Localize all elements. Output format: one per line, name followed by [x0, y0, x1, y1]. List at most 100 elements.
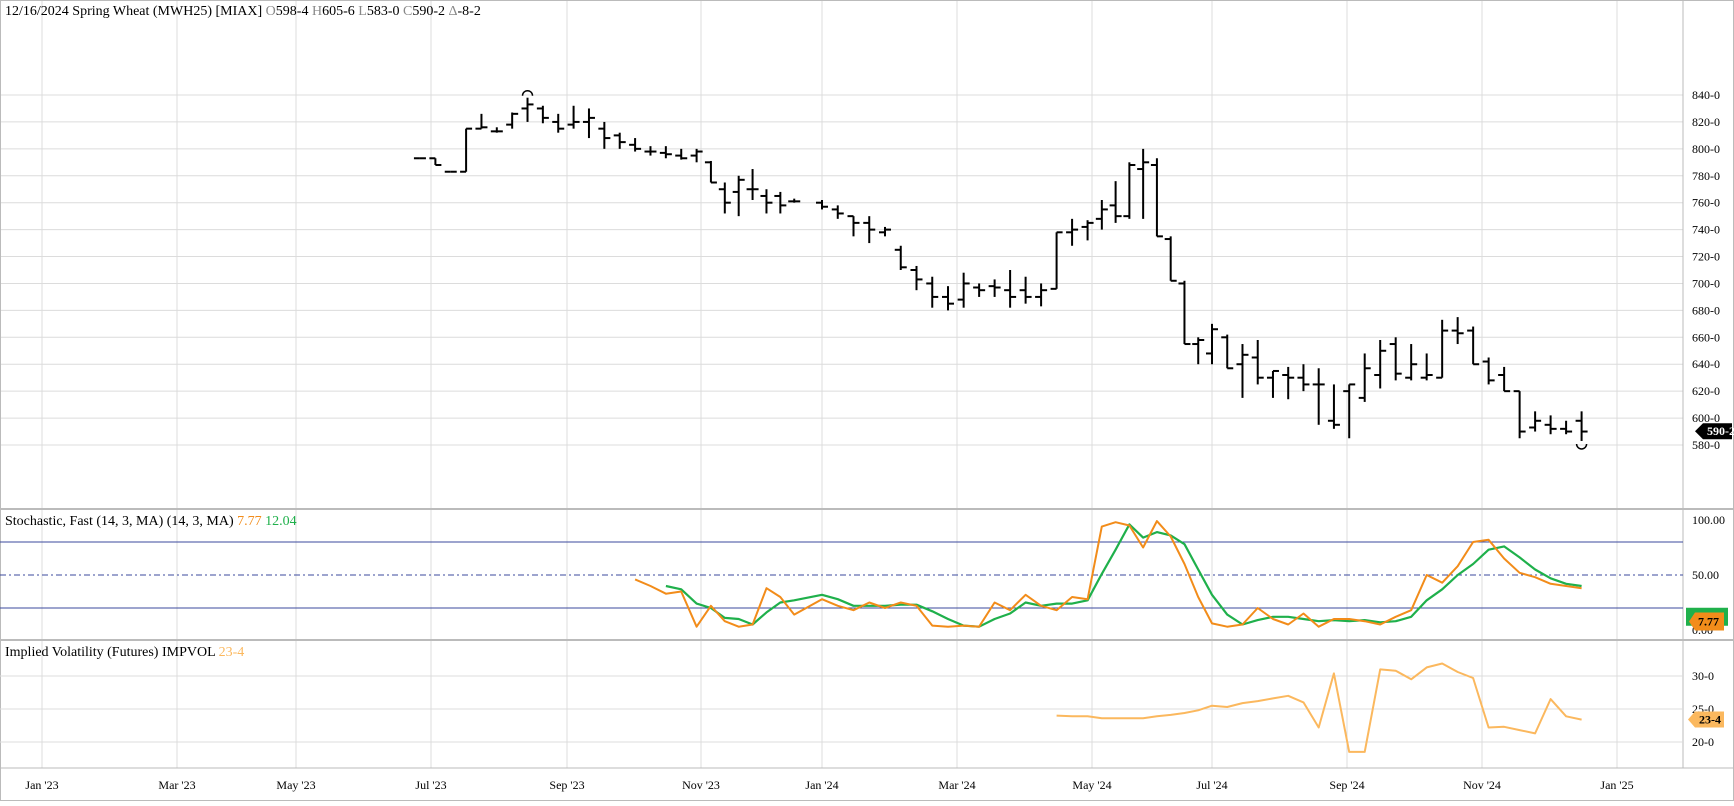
price-bar — [973, 283, 986, 297]
price-bar — [659, 146, 672, 159]
price-bar — [1206, 323, 1218, 365]
price-bar — [644, 146, 657, 156]
price-bar — [1137, 148, 1150, 219]
price-tick-label: 840-0 — [1692, 88, 1720, 102]
price-bar — [1282, 366, 1295, 400]
header-open-label: O — [265, 4, 276, 19]
header-high: 605-6 — [322, 4, 355, 19]
price-bar — [1019, 276, 1032, 304]
price-bar — [1343, 383, 1356, 439]
price-bar — [1123, 162, 1136, 219]
price-bar — [1467, 326, 1480, 366]
x-tick-label: Sep '23 — [549, 778, 584, 792]
price-bar — [582, 108, 595, 139]
price-bar — [1544, 415, 1557, 435]
x-tick-label: Mar '24 — [938, 778, 975, 792]
price-bar — [1081, 220, 1094, 241]
price-tick-label: 620-0 — [1692, 384, 1720, 398]
price-bar — [863, 216, 876, 244]
price-bar — [760, 189, 773, 214]
header-change: -8-2 — [457, 4, 481, 19]
price-bar — [1498, 366, 1511, 393]
iv-code: IMPVOL — [161, 645, 216, 660]
stochastic-d-value: 12.04 — [265, 514, 297, 529]
x-tick-label: Jan '25 — [1600, 778, 1633, 792]
price-tick-label: 780-0 — [1692, 169, 1720, 183]
price-bar — [1150, 158, 1163, 238]
price-bar — [1312, 368, 1325, 425]
price-bar — [718, 182, 731, 214]
price-bar — [1420, 353, 1433, 381]
last-price-tag — [1695, 423, 1732, 440]
iv-tick-label: 30-0 — [1692, 669, 1714, 683]
iv-header: Implied Volatility (Futures) IMPVOL 23-4 — [5, 645, 244, 661]
x-tick-label: Nov '24 — [1463, 778, 1501, 792]
price-bar — [926, 276, 939, 308]
price-bar — [675, 148, 688, 160]
price-bar — [613, 132, 626, 149]
price-bar — [629, 138, 642, 152]
price-tick-label: 820-0 — [1692, 115, 1720, 129]
header-change-label: Δ — [448, 4, 458, 19]
price-bar — [490, 127, 503, 133]
x-tick-label: May '24 — [1072, 778, 1111, 792]
x-tick-label: Jul '24 — [1196, 778, 1227, 792]
price-bar — [1297, 364, 1310, 392]
price-tick-label: 800-0 — [1692, 142, 1720, 156]
price-tick-label: 700-0 — [1692, 276, 1720, 290]
price-bar — [521, 97, 534, 122]
x-tick-label: Sep '24 — [1329, 778, 1364, 792]
price-bar — [1374, 340, 1387, 389]
price-bar — [1358, 353, 1371, 402]
price-tick-label: 760-0 — [1692, 196, 1720, 210]
price-header: 12/16/2024 Spring Wheat (MWH25) [MIAX] O… — [5, 4, 481, 20]
price-bar — [988, 279, 1001, 297]
stochastic-tick-label: 100.00 — [1692, 513, 1725, 527]
price-bar — [831, 205, 844, 219]
price-bar — [788, 198, 801, 203]
stochastic-k-line — [634, 520, 1582, 628]
price-bar — [552, 113, 565, 133]
iv-title: Implied Volatility (Futures) — [5, 645, 159, 660]
price-tick-label: 580-0 — [1692, 438, 1720, 452]
price-bar — [879, 226, 891, 237]
price-bar — [816, 200, 828, 210]
price-bar — [429, 157, 442, 166]
price-bar — [1405, 344, 1418, 381]
price-bar — [460, 127, 473, 173]
price-bar — [1575, 411, 1588, 441]
price-bar — [1050, 231, 1063, 290]
stochastic-k-tag-text: 7.77 — [1698, 614, 1719, 628]
iv-line — [1056, 662, 1582, 753]
iv-last-tag — [1688, 711, 1724, 728]
stochastic-header: Stochastic, Fast (14, 3, MA) (14, 3, MA)… — [5, 514, 297, 530]
price-bar — [1178, 280, 1191, 346]
x-tick-label: Jan '24 — [805, 778, 838, 792]
header-symbol: Spring Wheat (MWH25) [MIAX] — [72, 4, 263, 19]
header-low-label: L — [358, 4, 367, 19]
price-bar — [746, 169, 759, 200]
price-bar — [847, 215, 860, 237]
last-price-label: 590-2 — [1695, 423, 1734, 440]
price-bars — [413, 90, 1588, 450]
last-value-labels: 590-2 7.77 23-4 — [1686, 423, 1734, 728]
iv-value: 23-4 — [218, 645, 245, 660]
contract-low-marker — [1575, 443, 1588, 450]
price-bar — [1436, 319, 1449, 379]
price-bar — [506, 112, 519, 129]
iv-tick-label: 20-0 — [1692, 735, 1714, 749]
price-bar — [1236, 344, 1249, 398]
x-tick-label: Mar '23 — [158, 778, 195, 792]
stochastic-title: Stochastic, Fast (14, 3, MA) — [5, 514, 164, 529]
price-bar — [1164, 236, 1177, 282]
price-tick-label: 680-0 — [1692, 303, 1720, 317]
stochastic-tick-label: 50.00 — [1692, 568, 1719, 582]
price-tick-label: 660-0 — [1692, 330, 1720, 344]
price-bar — [1266, 369, 1279, 398]
x-tick-label: Jul '23 — [415, 778, 446, 792]
price-bar — [690, 148, 703, 163]
price-bar — [1066, 218, 1079, 246]
price-tick-label: 600-0 — [1692, 411, 1720, 425]
